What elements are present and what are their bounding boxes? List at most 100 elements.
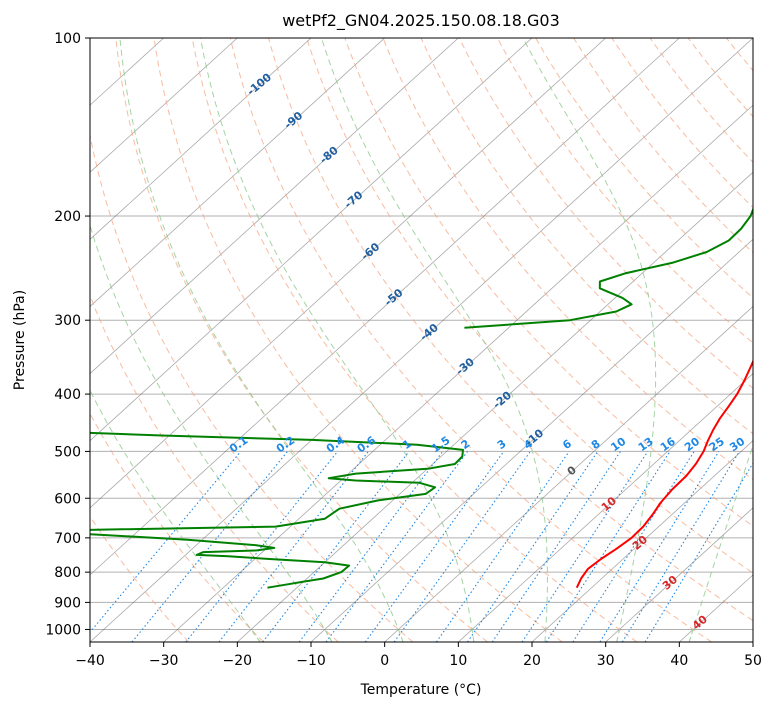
dry-adiabat-line [229,38,712,642]
mixing-ratio-label: 8 [589,437,603,452]
mixing-ratio-line [218,451,369,642]
moist-adiabat-line [321,38,548,642]
dry-adiabat-line [420,38,753,435]
moist-adiabat-line [90,223,333,642]
mixing-ratio-line [467,451,599,642]
isotherm-line [531,440,753,642]
isotherm-lines [90,38,753,642]
isotherm-line [90,38,385,307]
dry-adiabat-line [90,132,414,642]
y-tick-label: 1000 [45,622,81,638]
y-tick-label: 600 [54,491,81,507]
isotherm-line [384,305,753,642]
dry-adiabat-line [458,38,753,389]
isotherm-line [90,38,238,173]
mixing-ratio-label: 6 [560,437,574,452]
dry-adiabat-line [90,412,264,642]
mixing-ratio-line [599,451,720,642]
mixing-ratio-line [491,451,621,642]
x-tick-label: 40 [670,653,688,669]
dry-adiabat-line [90,294,339,642]
moist-adiabat-line [200,38,475,642]
moist-adiabat-line [688,443,753,642]
dry-adiabat-line [268,38,753,622]
pressure-gridlines [90,37,753,630]
dry-adiabat-line [344,38,753,527]
sounding-profiles [90,206,753,589]
y-axis-label: Pressure (hPa) [12,290,28,390]
isotherm-line [458,373,753,642]
y-tick-label: 100 [54,31,81,47]
mixing-ratio-label: 0.6 [355,433,379,455]
isotherm-line [752,641,753,642]
dry-adiabat-line [687,38,753,118]
mixing-ratio-line [644,462,753,642]
isotherm-label: -100 [245,70,275,98]
chart-title: wetPf2_GN04.2025.150.08.18.G03 [282,11,560,31]
isotherm-line [90,38,312,240]
y-tick-label: 400 [54,387,81,403]
y-tick-label: 900 [54,595,81,611]
x-tick-label: 10 [449,653,467,669]
x-tick-label: 20 [523,653,541,669]
isotherm-line [163,104,753,642]
x-tick-label: 30 [597,653,615,669]
dewpoint-profile-line [90,431,464,589]
moist-adiabat-line [119,38,404,642]
y-tick-label: 300 [54,313,81,329]
dry-adiabat-line [306,38,753,574]
mixing-ratio-line [435,451,570,642]
y-tick-label: 200 [54,209,81,225]
isotherm-line [90,38,606,509]
y-tick-label: 800 [54,565,81,581]
x-tick-label: −30 [149,653,179,669]
moist-adiabat-line [522,38,657,642]
isotherm-line [310,238,753,642]
dry-adiabat-line [573,38,753,254]
isotherm-line [90,38,680,576]
isotherm-line [90,38,459,375]
y-tick-label: 700 [54,531,81,547]
mixing-ratio-line [185,451,339,642]
y-axis-ticks: 100 200 300 400 500 600 700 800 900 1000 [45,31,90,638]
dry-adiabat-line [496,38,753,344]
x-tick-label: 50 [744,653,762,669]
mixing-ratio-label: 0.4 [324,433,348,455]
x-tick-label: 0 [380,653,389,669]
mixing-ratio-line [572,451,695,642]
temperature-profile-line [575,359,753,589]
dewpoint-profile-line [464,206,753,329]
mixing-ratio-lines [90,451,753,642]
x-tick-label: −40 [75,653,105,669]
mixing-ratio-line [262,451,410,642]
dry-adiabat-line [765,38,775,642]
dry-adiabat-lines [90,38,775,642]
isotherm-line [237,171,753,642]
y-tick-label: 500 [54,444,81,460]
x-axis-ticks: −40 −30 −20 −10 0 10 20 30 40 50 [75,642,762,669]
mixing-ratio-line [393,451,531,642]
plot-frame [89,37,754,643]
dry-adiabat-line [649,38,753,164]
mixing-ratio-line [621,451,740,642]
x-tick-label: −10 [296,653,326,669]
mixing-ratio-label: 1.5 [429,434,452,456]
mixing-ratio-label: 3 [495,437,509,452]
dry-adiabat-line [90,515,190,642]
dry-adiabat-line [115,38,488,642]
x-axis-label: Temperature (°C) [360,682,482,698]
mixing-ratio-line [545,451,671,642]
dry-adiabat-line [191,38,638,642]
dry-adiabat-line [535,38,753,299]
x-tick-label: −20 [223,653,253,669]
moist-adiabat-lines [90,38,753,642]
isotherm-line [605,507,753,642]
mixing-ratio-line [90,451,242,634]
dry-adiabat-line [726,38,753,72]
mixing-ratio-line [131,451,289,642]
isotherm-line [90,38,533,442]
dry-adiabat-line [153,38,563,642]
mixing-ratio-line [364,451,505,642]
